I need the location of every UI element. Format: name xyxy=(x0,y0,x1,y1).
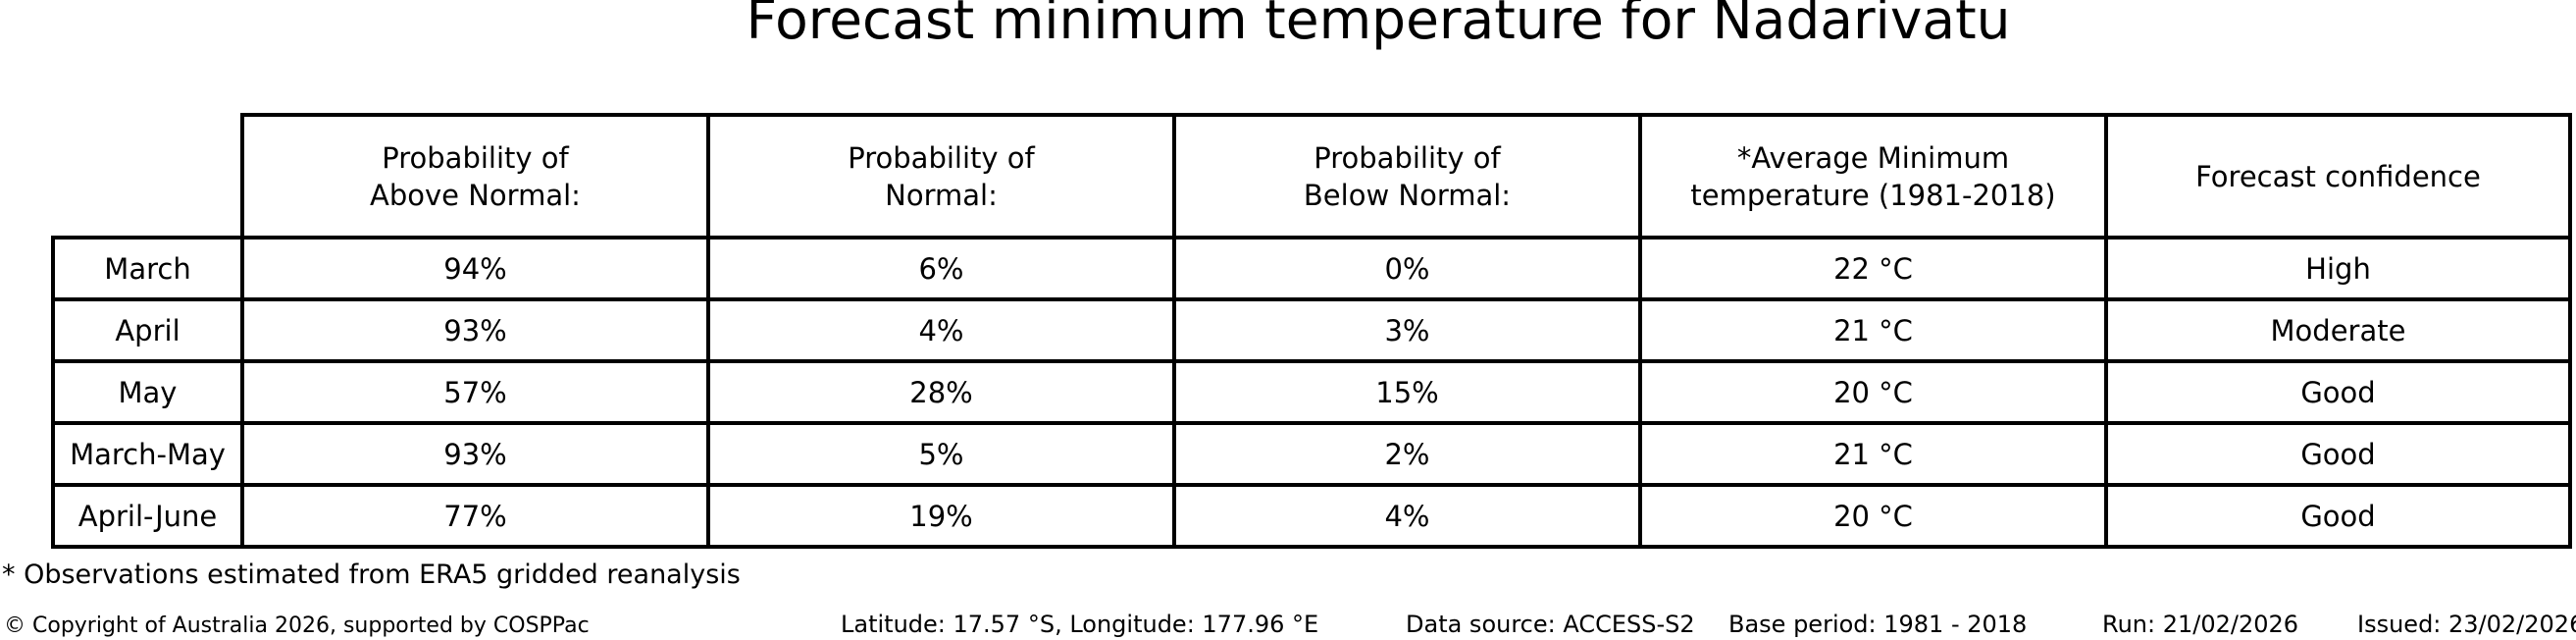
table-row-may: May 57% 28% 15% 20 °C Good xyxy=(51,359,2572,425)
row-label-april: April xyxy=(51,297,244,363)
table-row-april: April 93% 4% 3% 21 °C Moderate xyxy=(51,297,2572,363)
footer-copyright: © Copyright of Australia 2026, supported… xyxy=(4,613,590,638)
footer-data-source: Data source: ACCESS-S2 xyxy=(1406,611,1695,638)
table-cell-april-below: 3% xyxy=(1172,297,1642,363)
table-cell-apriljune-below: 4% xyxy=(1172,483,1642,549)
table-cell-march-below: 0% xyxy=(1172,236,1642,301)
table-cell-may-above: 57% xyxy=(240,359,710,425)
corner-spacer xyxy=(53,115,242,238)
table-row-april-june: April-June 77% 19% 4% 20 °C Good xyxy=(51,483,2572,549)
footer-issued-date: Issued: 23/02/2026 xyxy=(2357,611,2576,638)
footer-location: Latitude: 17.57 °S, Longitude: 177.96 °E xyxy=(841,611,1319,638)
table-cell-april-confidence: Moderate xyxy=(2104,297,2572,363)
table-cell-marchmay-above: 93% xyxy=(240,421,710,487)
table-cell-may-normal: 28% xyxy=(706,359,1176,425)
table-cell-april-avgtemp: 21 °C xyxy=(1638,297,2108,363)
header-prob-above-normal: Probability of Above Normal: xyxy=(240,113,710,240)
table-cell-marchmay-normal: 5% xyxy=(706,421,1176,487)
table-cell-march-confidence: High xyxy=(2104,236,2572,301)
table-cell-march-above: 94% xyxy=(240,236,710,301)
table-cell-marchmay-below: 2% xyxy=(1172,421,1642,487)
page-title: Forecast minimum temperature for Nadariv… xyxy=(746,0,2011,51)
table-header-row: Probability of Above Normal: Probability… xyxy=(53,113,2572,240)
table-cell-april-above: 93% xyxy=(240,297,710,363)
table-cell-apriljune-above: 77% xyxy=(240,483,710,549)
table-cell-april-normal: 4% xyxy=(706,297,1176,363)
table-cell-may-avgtemp: 20 °C xyxy=(1638,359,2108,425)
row-label-march-may: March-May xyxy=(51,421,244,487)
header-prob-below-normal: Probability of Below Normal: xyxy=(1172,113,1642,240)
row-label-may: May xyxy=(51,359,244,425)
table-cell-march-avgtemp: 22 °C xyxy=(1638,236,2108,301)
header-forecast-confidence: Forecast confidence xyxy=(2104,113,2572,240)
footnote-observations: * Observations estimated from ERA5 gridd… xyxy=(2,560,741,590)
row-label-march: March xyxy=(51,236,244,301)
table-cell-may-below: 15% xyxy=(1172,359,1642,425)
footer-base-period: Base period: 1981 - 2018 xyxy=(1728,611,2028,638)
table-row-march-may: March-May 93% 5% 2% 21 °C Good xyxy=(51,421,2572,487)
table-cell-apriljune-confidence: Good xyxy=(2104,483,2572,549)
table-cell-may-confidence: Good xyxy=(2104,359,2572,425)
table-row-march: March 94% 6% 0% 22 °C High xyxy=(51,236,2572,301)
table-cell-apriljune-normal: 19% xyxy=(706,483,1176,549)
footer-run-date: Run: 21/02/2026 xyxy=(2102,611,2299,638)
table-cell-apriljune-avgtemp: 20 °C xyxy=(1638,483,2108,549)
table-cell-marchmay-avgtemp: 21 °C xyxy=(1638,421,2108,487)
header-prob-normal: Probability of Normal: xyxy=(706,113,1176,240)
header-avg-min-temp: *Average Minimum temperature (1981-2018) xyxy=(1638,113,2108,240)
forecast-table: Probability of Above Normal: Probability… xyxy=(51,113,2572,549)
table-cell-march-normal: 6% xyxy=(706,236,1176,301)
table-cell-marchmay-confidence: Good xyxy=(2104,421,2572,487)
row-label-april-june: April-June xyxy=(51,483,244,549)
